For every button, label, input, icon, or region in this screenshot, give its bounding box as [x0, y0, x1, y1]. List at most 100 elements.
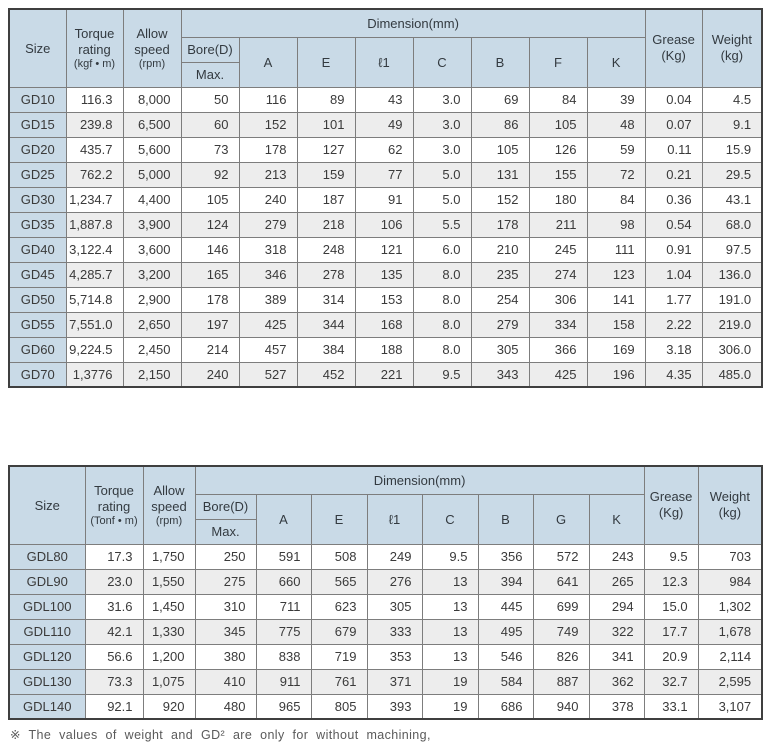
value-cell: 3,900	[122, 211, 182, 238]
value-cell: 98	[586, 211, 646, 238]
value-cell: 279	[470, 311, 530, 338]
gd-series-spec-table: Size Torque rating (kgf • m) Allow speed…	[8, 8, 764, 388]
value-cell: 410	[194, 668, 257, 695]
col-header-bore: Bore(D)	[180, 36, 240, 63]
table-row: GD45 4,285.7 3,200 165 346 278 135 8.0 235 274 123…	[8, 261, 763, 288]
value-cell: 92	[180, 161, 240, 188]
col-header-bore-max: Max.	[194, 518, 257, 545]
table-row: GD40 3,122.4 3,600 146 318 248 121 6.0 210 245 111…	[8, 236, 763, 263]
value-cell: 920	[142, 693, 196, 720]
table-row: GD20 435.7 5,600 73 178 127 62 3.0 105 126 59 0.11 1…	[8, 136, 763, 163]
torque-label-line1: Torque	[94, 482, 134, 498]
table-row: GD50 5,714.8 2,900 178 389 314 153 8.0 254 306 141…	[8, 286, 763, 313]
value-cell: 4.35	[644, 361, 703, 388]
size-cell: GD40	[8, 236, 67, 263]
value-cell: 572	[532, 543, 590, 570]
value-cell: 314	[296, 286, 356, 313]
table-row: GD15 239.8 6,500 60 152 101 49 3.0 86 105 48 0.07 9.…	[8, 111, 763, 138]
value-cell: 84	[528, 86, 588, 113]
value-cell: 0.11	[644, 136, 703, 163]
value-cell: 699	[532, 593, 590, 620]
table-row: GD55 7,551.0 2,650 197 425 344 168 8.0 279 334 158…	[8, 311, 763, 338]
value-cell: 48	[586, 111, 646, 138]
value-cell: 306.0	[701, 336, 763, 363]
value-cell: 5.0	[412, 186, 472, 213]
col-header-torque: Torque rating (kgf • m)	[65, 8, 124, 88]
weight-unit: (kg)	[718, 505, 742, 521]
value-cell: 23.0	[84, 568, 144, 595]
value-cell: 1.04	[644, 261, 703, 288]
value-cell: 240	[238, 186, 298, 213]
value-cell: 265	[588, 568, 645, 595]
table-row: GD30 1,234.7 4,400 105 240 187 91 5.0 152 180 84 0.…	[8, 186, 763, 213]
size-cell: GDL130	[8, 668, 86, 695]
table-row: GDL110 42.1 1,330 345 775 679 333 13 495 749 322 17…	[8, 618, 763, 645]
value-cell: 210	[470, 236, 530, 263]
speed-label-line2: speed	[134, 41, 170, 57]
value-cell: 196	[586, 361, 646, 388]
value-cell: 719	[310, 643, 368, 670]
value-cell: 8.0	[412, 261, 472, 288]
value-cell: 214	[180, 336, 240, 363]
value-cell: 180	[528, 186, 588, 213]
value-cell: 250	[194, 543, 257, 570]
value-cell: 318	[238, 236, 298, 263]
value-cell: 121	[354, 236, 414, 263]
value-cell: 213	[238, 161, 298, 188]
value-cell: 343	[470, 361, 530, 388]
value-cell: 111	[586, 236, 646, 263]
gd-table-body: GD10 116.3 8,000 50 116 89 43 3.0 69 84 39 0.04 4.5 G…	[8, 86, 763, 388]
value-cell: 1,450	[142, 593, 196, 620]
col-header-grease: Grease (Kg)	[644, 8, 703, 88]
value-cell: 197	[180, 311, 240, 338]
value-cell: 1,075	[142, 668, 196, 695]
value-cell: 5.0	[412, 161, 472, 188]
value-cell: 123	[586, 261, 646, 288]
value-cell: 105	[180, 186, 240, 213]
weight-unit: (kg)	[720, 48, 744, 64]
value-cell: 155	[528, 161, 588, 188]
size-cell: GDL90	[8, 568, 86, 595]
torque-label-line2: rating	[78, 41, 111, 57]
value-cell: 2.22	[644, 311, 703, 338]
value-cell: 12.3	[643, 568, 699, 595]
value-cell: 19	[421, 668, 479, 695]
value-cell: 50	[180, 86, 240, 113]
value-cell: 1,200	[142, 643, 196, 670]
col-header-size: Size	[8, 8, 67, 88]
value-cell: 127	[296, 136, 356, 163]
value-cell: 62	[354, 136, 414, 163]
size-cell: GD20	[8, 136, 67, 163]
col-header-K: K	[588, 493, 645, 545]
value-cell: 749	[532, 618, 590, 645]
value-cell: 73	[180, 136, 240, 163]
col-header-torque: Torque rating (Tonf • m)	[84, 465, 144, 545]
value-cell: 356	[477, 543, 534, 570]
table-row: GDL100 31.6 1,450 310 711 623 305 13 445 699 294 15…	[8, 593, 763, 620]
value-cell: 445	[477, 593, 534, 620]
col-header-dimension: Dimension(mm)	[180, 8, 646, 38]
value-cell: 333	[366, 618, 423, 645]
value-cell: 116	[238, 86, 298, 113]
value-cell: 15.9	[701, 136, 763, 163]
value-cell: 3,600	[122, 236, 182, 263]
value-cell: 6.0	[412, 236, 472, 263]
value-cell: 5.5	[412, 211, 472, 238]
value-cell: 305	[366, 593, 423, 620]
value-cell: 124	[180, 211, 240, 238]
value-cell: 235	[470, 261, 530, 288]
size-cell: GDL120	[8, 643, 86, 670]
value-cell: 72	[586, 161, 646, 188]
col-header-bore: Bore(D)	[194, 493, 257, 520]
torque-unit: (kgf • m)	[73, 57, 116, 70]
value-cell: 425	[528, 361, 588, 388]
value-cell: 341	[588, 643, 645, 670]
value-cell: 0.36	[644, 186, 703, 213]
value-cell: 8.0	[412, 336, 472, 363]
size-cell: GD60	[8, 336, 67, 363]
value-cell: 84	[586, 186, 646, 213]
col-header-B: B	[477, 493, 534, 545]
value-cell: 32.7	[643, 668, 699, 695]
value-cell: 344	[296, 311, 356, 338]
table-row: GD10 116.3 8,000 50 116 89 43 3.0 69 84 39 0.04 4.5	[8, 86, 763, 113]
